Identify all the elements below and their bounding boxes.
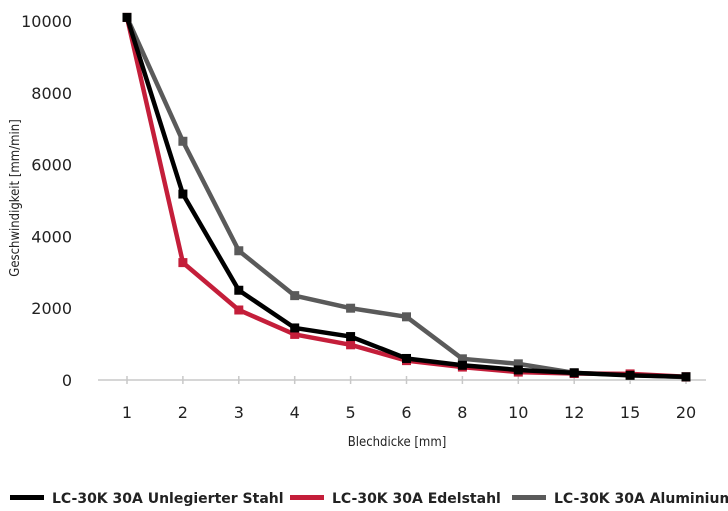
- data-point: [178, 189, 188, 199]
- legend-label: LC-30K 30A Aluminium: [554, 491, 728, 507]
- legend-item: LC-30K 30A Edelstahl: [290, 491, 501, 507]
- data-point: [290, 329, 300, 339]
- y-tick-labels: 0 2000 4000 6000 8000 10000: [21, 12, 72, 390]
- data-point: [569, 368, 579, 378]
- x-tick-label: 3: [234, 403, 244, 422]
- series-lc-30k-30a-edelstahl: [122, 12, 691, 382]
- y-tick-label: 8000: [31, 84, 72, 103]
- legend-swatch: [290, 495, 324, 500]
- data-point: [178, 258, 188, 268]
- data-point: [681, 372, 691, 382]
- x-tick-label: 2: [178, 403, 188, 422]
- x-tick-label: 12: [564, 403, 584, 422]
- data-point: [457, 354, 467, 364]
- data-point: [178, 136, 188, 146]
- x-tick-label: 6: [401, 403, 411, 422]
- data-point: [346, 340, 356, 350]
- x-tick-label: 10: [508, 403, 528, 422]
- series-lc-30k-30a-aluminium: [122, 12, 691, 382]
- data-point: [402, 312, 411, 322]
- data-point: [234, 285, 244, 295]
- x-tick-label: 15: [620, 403, 640, 422]
- x-axis-label: Blechdicke [mm]: [348, 435, 447, 450]
- legend-swatch: [512, 495, 546, 500]
- x-tick-label: 5: [346, 403, 356, 422]
- legend-item: LC-30K 30A Aluminium: [512, 491, 728, 507]
- data-point: [234, 246, 244, 256]
- data-point: [402, 353, 411, 363]
- y-axis-label: Geschwindigkeit [mm/min]: [8, 119, 23, 277]
- x-tick-label: 20: [676, 403, 696, 422]
- data-point: [290, 323, 300, 333]
- x-tick-label: 8: [457, 403, 467, 422]
- y-tick-label: 6000: [31, 156, 72, 175]
- data-point: [346, 332, 356, 342]
- legend-label: LC-30K 30A Unlegierter Stahl: [52, 491, 284, 507]
- x-tick-label: 4: [290, 403, 300, 422]
- legend-label: LC-30K 30A Edelstahl: [332, 491, 501, 507]
- legend: LC-30K 30A Unlegierter Stahl LC-30K 30A E…: [10, 491, 728, 507]
- data-point: [290, 291, 300, 301]
- series-line: [124, 16, 687, 380]
- data-point: [457, 360, 467, 370]
- x-tick-label: 1: [122, 403, 132, 422]
- data-point: [346, 303, 356, 313]
- y-tick-label: 0: [62, 371, 72, 390]
- data-point: [234, 305, 244, 315]
- series-lc-30k-30a-unlegierter-stahl: [122, 12, 691, 382]
- x-tick-labels: 1 2 3 4 5 6 8 10 12 15 20: [122, 403, 696, 422]
- data-point: [122, 12, 132, 22]
- data-point: [625, 370, 635, 380]
- y-tick-label: 4000: [31, 227, 72, 246]
- data-point: [513, 359, 523, 369]
- legend-swatch: [10, 495, 44, 500]
- data-point: [513, 365, 523, 375]
- y-tick-label: 2000: [31, 299, 72, 318]
- legend-item: LC-30K 30A Unlegierter Stahl: [10, 491, 284, 507]
- y-tick-label: 10000: [21, 12, 72, 31]
- series-lines: [122, 12, 691, 382]
- axes: [98, 376, 706, 384]
